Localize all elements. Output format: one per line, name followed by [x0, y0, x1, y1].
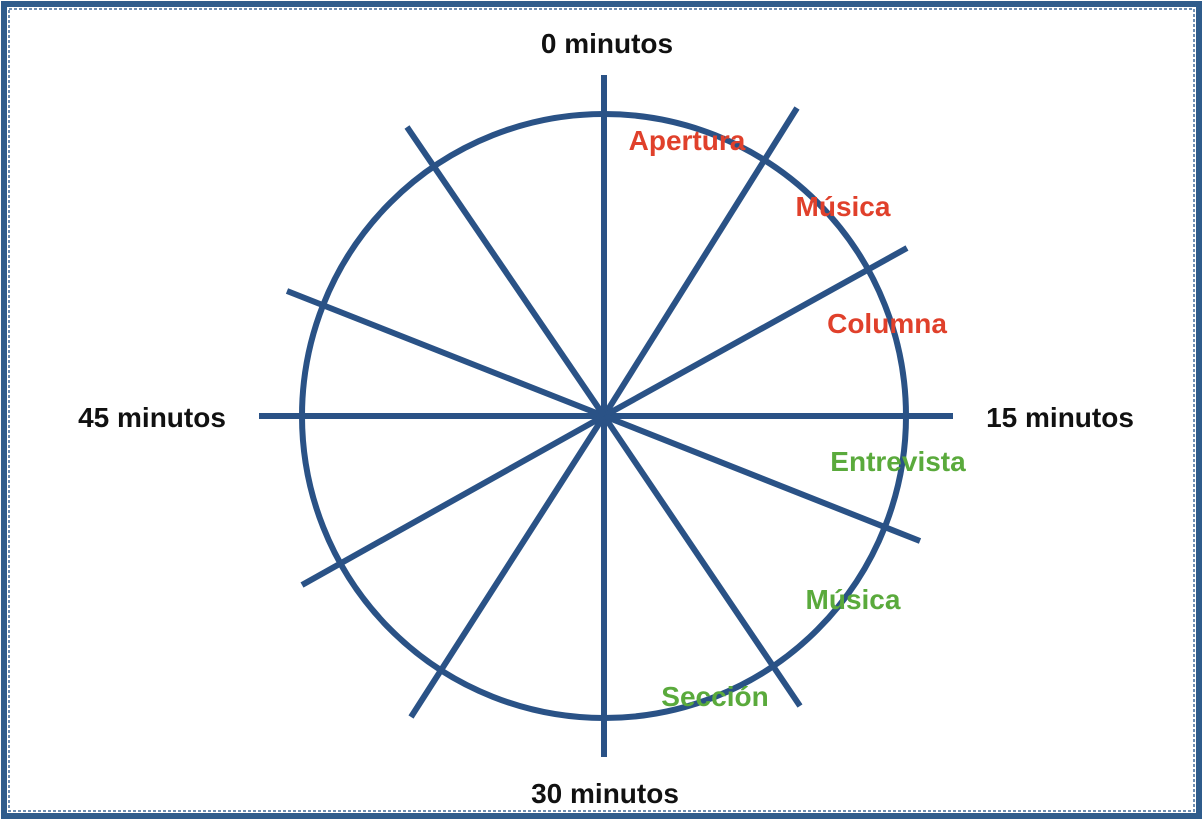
- segment-label-entrevista: Entrevista: [830, 446, 966, 477]
- spoke-line: [408, 414, 607, 719]
- time-label-15: 15 minutos: [986, 402, 1134, 433]
- segment-label-seccion: Sección: [661, 681, 768, 712]
- spoke-line: [404, 125, 607, 418]
- time-label-45: 45 minutos: [78, 402, 226, 433]
- segment-label-musica-1: Música: [796, 191, 891, 222]
- segment-label-columna: Columna: [827, 308, 947, 339]
- spoke-line: [285, 288, 606, 419]
- segment-label-musica-2: Música: [806, 584, 901, 615]
- spoke-line: [601, 106, 800, 418]
- spoke-line: [602, 413, 922, 544]
- time-label-30: 30 minutos: [531, 778, 679, 809]
- segment-label-apertura: Apertura: [629, 125, 746, 156]
- clock-diagram: [259, 75, 953, 757]
- page-border-inner: [8, 8, 1195, 812]
- time-label-0: 0 minutos: [541, 28, 673, 59]
- spoke-line: [602, 245, 909, 419]
- spoke-line: [300, 413, 606, 588]
- spoke-line: [601, 414, 803, 708]
